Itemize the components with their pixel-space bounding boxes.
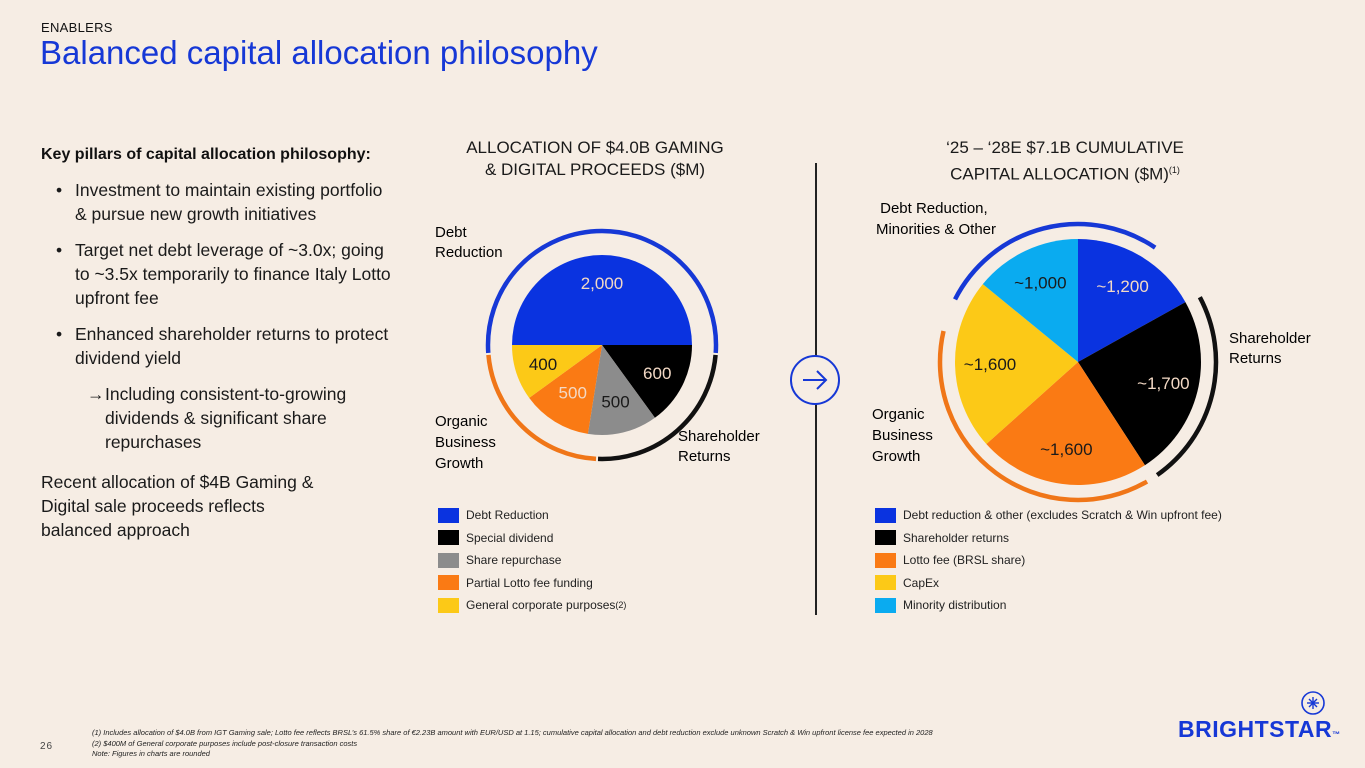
- page-title: Balanced capital allocation philosophy: [40, 34, 598, 71]
- bullet-dot: •: [56, 240, 63, 260]
- pie-slice: [982, 239, 1078, 362]
- pie-slice-value: 600: [643, 364, 671, 383]
- pie-slice-value: ~1,200: [1096, 277, 1148, 296]
- legend-chart2: Debt reduction & other (excludes Scratch…: [875, 504, 1222, 617]
- legend-item: Lotto fee (BRSL share): [875, 549, 1222, 572]
- group-ring: [485, 228, 719, 354]
- chart2-title: ‘25 – ‘28E $7.1B CUMULATIVE CAPITAL ALLO…: [946, 138, 1184, 184]
- legend-item: Share repurchase: [438, 549, 626, 572]
- footnotes: (1) Includes allocation of $4.0B from IG…: [92, 728, 933, 758]
- closing-statement: Recent allocation of $4B Gaming & Digita…: [41, 472, 314, 540]
- legend-swatch: [438, 575, 459, 591]
- pillars-heading: Key pillars of capital allocation philos…: [41, 146, 371, 163]
- group-label-debt: Debt Reduction: [435, 224, 503, 261]
- pie-slice: [1078, 239, 1186, 362]
- pillar-bullet: • Investment to maintain existing portfol…: [56, 180, 383, 224]
- legend-swatch: [875, 552, 896, 568]
- legend-swatch: [875, 530, 896, 546]
- group-label-debt-2: Debt Reduction, Minorities & Other: [876, 200, 996, 238]
- chart1-title: ALLOCATION OF $4.0B GAMING & DIGITAL PRO…: [466, 138, 724, 179]
- bullet-dot: •: [56, 324, 63, 344]
- pie-slice: [602, 345, 692, 418]
- legend-swatch: [438, 530, 459, 546]
- group-ring: [937, 330, 1149, 503]
- legend-item: Partial Lotto fee funding: [438, 572, 626, 595]
- pie-slice-value: ~1,600: [964, 355, 1016, 374]
- legend-item: Minority distribution: [875, 594, 1222, 617]
- group-label-organic: Organic Business Growth: [435, 413, 500, 472]
- pie-slice: [1078, 302, 1202, 466]
- legend-item: General corporate purposes (2): [438, 594, 626, 617]
- arrow-icon: →: [87, 384, 105, 404]
- group-label-organic-2: Organic Business Growth: [872, 406, 937, 465]
- group-ring: [953, 221, 1157, 301]
- pie-slice: [512, 345, 602, 398]
- pillar-bullet: • Target net debt leverage of ~3.0x; goin…: [56, 240, 391, 308]
- legend-item: Debt reduction & other (excludes Scratch…: [875, 504, 1222, 527]
- arrow-right-circle-icon: [790, 355, 840, 405]
- legend-item: Special dividend: [438, 527, 626, 550]
- pie-slice-value: ~1,600: [1040, 440, 1092, 459]
- legend-item: Shareholder returns: [875, 527, 1222, 550]
- legend-item: CapEx: [875, 572, 1222, 595]
- group-ring: [486, 354, 597, 462]
- group-ring: [1155, 296, 1219, 477]
- legend-swatch: [438, 552, 459, 568]
- pie-slice-value: 400: [529, 355, 557, 374]
- pie-slice-value: ~1,700: [1137, 374, 1189, 393]
- pie-slice-value: 500: [601, 392, 629, 411]
- legend-swatch: [438, 597, 459, 613]
- pie-slice-value: ~1,000: [1014, 273, 1066, 292]
- pie-slice: [587, 345, 655, 435]
- legend-swatch: [438, 507, 459, 523]
- pie-slice-value: 2,000: [581, 274, 624, 293]
- page-number: 26: [40, 741, 54, 752]
- bullet-dot: •: [56, 180, 63, 200]
- legend-swatch: [875, 575, 896, 591]
- key-pillars-panel: Key pillars of capital allocation philos…: [41, 146, 391, 542]
- legend-swatch: [875, 507, 896, 523]
- pie-chart-cumulative: ~1,200 ~1,700 ~1,600 ~1,600 ~1,000: [937, 221, 1219, 503]
- section-eyebrow: ENABLERS: [41, 20, 113, 35]
- pie-slice-value: 500: [559, 384, 587, 403]
- pie-slice: [986, 362, 1145, 485]
- legend-chart1: Debt Reduction Special dividend Share re…: [438, 504, 626, 617]
- pie-slice: [955, 284, 1078, 445]
- group-label-shareholder: Shareholder Returns: [678, 428, 764, 465]
- pie-slice: [512, 255, 692, 345]
- group-ring: [597, 354, 718, 462]
- legend-swatch: [875, 597, 896, 613]
- group-label-shareholder-2: Shareholder Returns: [1229, 330, 1315, 367]
- pie-slice: [529, 345, 602, 434]
- pillar-sub-bullet: → Including consistent-to-growing dividen…: [87, 384, 347, 452]
- brightstar-logo: BRIGHTSTAR™: [1178, 716, 1341, 742]
- legend-item: Debt Reduction: [438, 504, 626, 527]
- brightstar-logo-icon: [1301, 691, 1325, 715]
- pillar-bullet: • Enhanced shareholder returns to protect…: [56, 324, 389, 368]
